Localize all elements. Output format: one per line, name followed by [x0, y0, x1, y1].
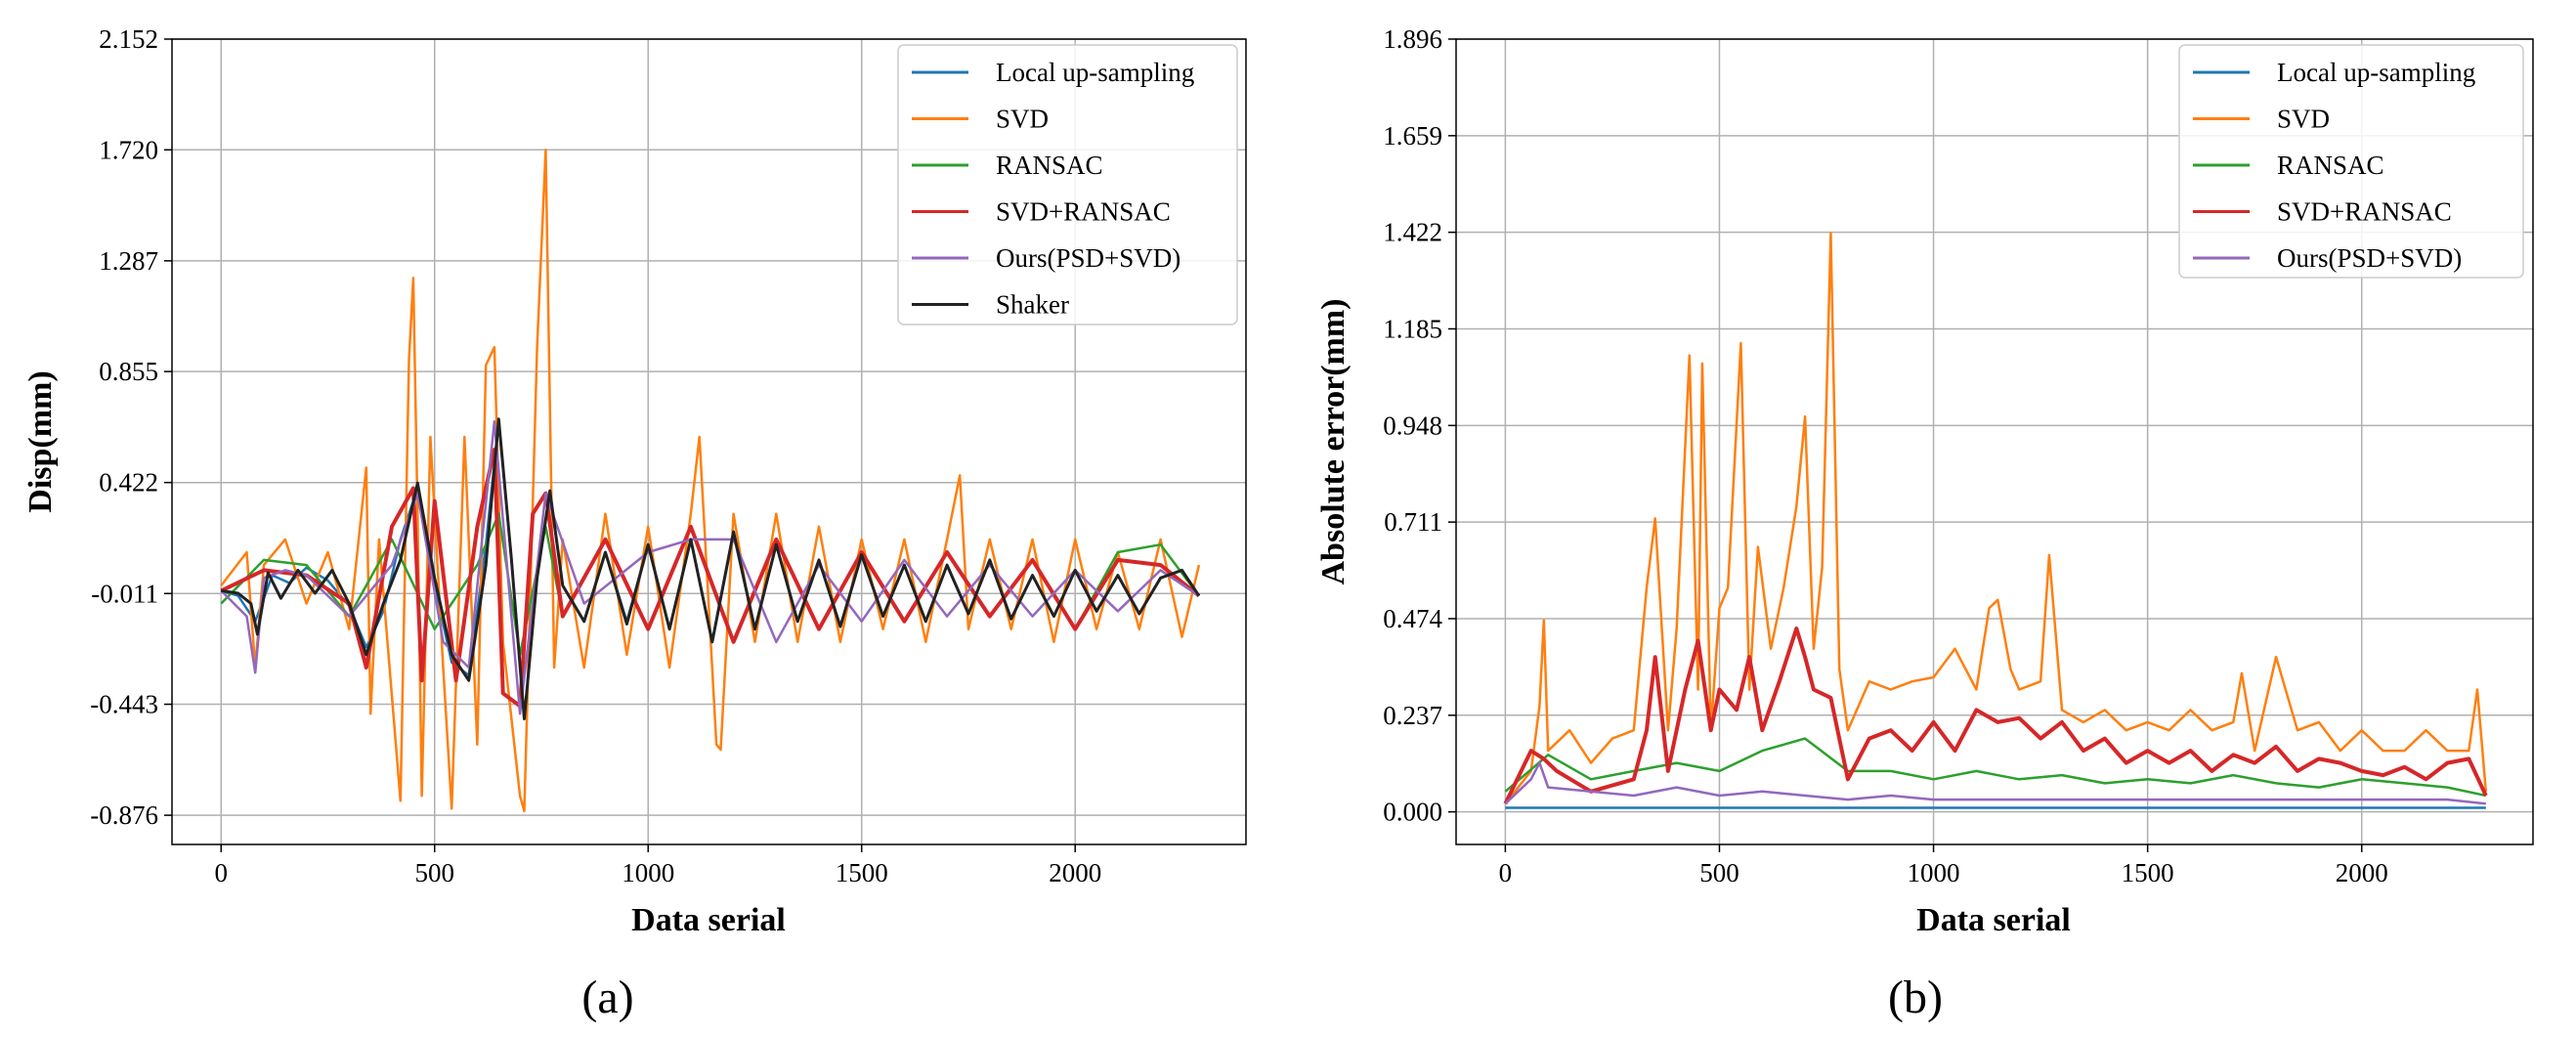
panel-a: 0 500 1000 1500 2000 -0.876 -0.443 -0.011 0.422 0…	[22, 24, 1247, 1023]
y-tick-label: 0.000	[1383, 798, 1442, 827]
y-tick-label: 0.948	[1383, 410, 1442, 440]
y-axis-label-a: Disp(mm)	[22, 370, 59, 512]
y-tick-label: -0.876	[90, 800, 158, 830]
y-tick-label: 1.659	[1383, 121, 1442, 151]
y-tick-label: 1.896	[1383, 24, 1442, 54]
x-tick-label: 2000	[1049, 858, 1101, 887]
y-tick-label: -0.011	[91, 579, 158, 608]
plot-frame-a	[171, 38, 1247, 845]
legend-label: SVD+RANSAC	[2277, 197, 2452, 227]
panel-label-a: (a)	[581, 972, 633, 1023]
y-tick-label: -0.443	[90, 690, 158, 719]
y-tick-label: 0.855	[99, 357, 158, 386]
y-tick-label: 1.185	[1383, 314, 1442, 343]
x-tick-label: 0	[215, 858, 229, 887]
x-axis-label-b: Data serial	[1916, 902, 2071, 938]
y-tick-label: 0.422	[99, 468, 158, 497]
x-tick-label: 1500	[836, 858, 888, 887]
legend-frame	[897, 44, 1238, 325]
legend-label: Local up-sampling	[996, 58, 1194, 87]
y-tick-label: 1.287	[99, 246, 158, 276]
y-axis-label-b: Absolute error(mm)	[1315, 298, 1352, 584]
panel-label-b: (b)	[1888, 972, 1943, 1023]
legend-label: SVD	[996, 105, 1049, 134]
x-tick-label: 500	[414, 858, 454, 887]
y-tick-label: 0.711	[1384, 507, 1442, 537]
series-line-svd	[220, 149, 1201, 813]
legend-frame	[2178, 44, 2524, 279]
legend-label: Ours(PSD+SVD)	[2277, 243, 2462, 273]
series-layer-b	[1503, 232, 2488, 809]
y-tick-label: 1.422	[1383, 218, 1442, 247]
x-tick-label: 500	[1699, 858, 1739, 887]
x-tick-label: 1000	[622, 858, 674, 887]
series-line-svd	[1504, 232, 2488, 805]
y-tick-label: 0.237	[1383, 701, 1442, 730]
legend-a: Local up-sampling SVD RANSAC SVD+RANSAC Ours…	[897, 44, 1238, 325]
legend-label: SVD+RANSAC	[996, 197, 1171, 227]
panel-b: 0 500 1000 1500 2000 0.000 0.237 0.474 0.711 0.94…	[1315, 24, 2534, 1023]
y-tick-label: 1.720	[99, 135, 158, 164]
series-line-svd-ransac	[1503, 627, 2488, 805]
series-line-ours-psd-svd	[1504, 761, 2486, 805]
legend-label: Ours(PSD+SVD)	[996, 243, 1181, 273]
x-axis-label-a: Data serial	[631, 902, 786, 938]
y-tick-label: 0.474	[1383, 604, 1442, 633]
plot-frame-b	[1455, 38, 2534, 845]
series-line-svd-ransac	[220, 448, 1201, 709]
legend-label: RANSAC	[2277, 151, 2384, 180]
legend-label: Local up-sampling	[2277, 58, 2475, 87]
legend-label: RANSAC	[996, 151, 1103, 180]
series-layer-a	[220, 149, 1201, 813]
x-tick-label: 1500	[2122, 858, 2174, 887]
x-tick-label: 1000	[1908, 858, 1960, 887]
x-tick-label: 0	[1499, 858, 1513, 887]
legend-label: Shaker	[996, 290, 1069, 320]
ticks-a: 0 500 1000 1500 2000 -0.876 -0.443 -0.011 0.422 0…	[90, 24, 1101, 887]
legend-b: Local up-sampling SVD RANSAC SVD+RANSAC Ours…	[2178, 44, 2524, 279]
ticks-b: 0 500 1000 1500 2000 0.000 0.237 0.474 0.711 0.94…	[1383, 24, 2387, 887]
legend-label: SVD	[2277, 105, 2330, 134]
y-tick-label: 2.152	[99, 24, 158, 54]
x-tick-label: 2000	[2336, 858, 2388, 887]
series-line-shaker	[221, 417, 1201, 720]
